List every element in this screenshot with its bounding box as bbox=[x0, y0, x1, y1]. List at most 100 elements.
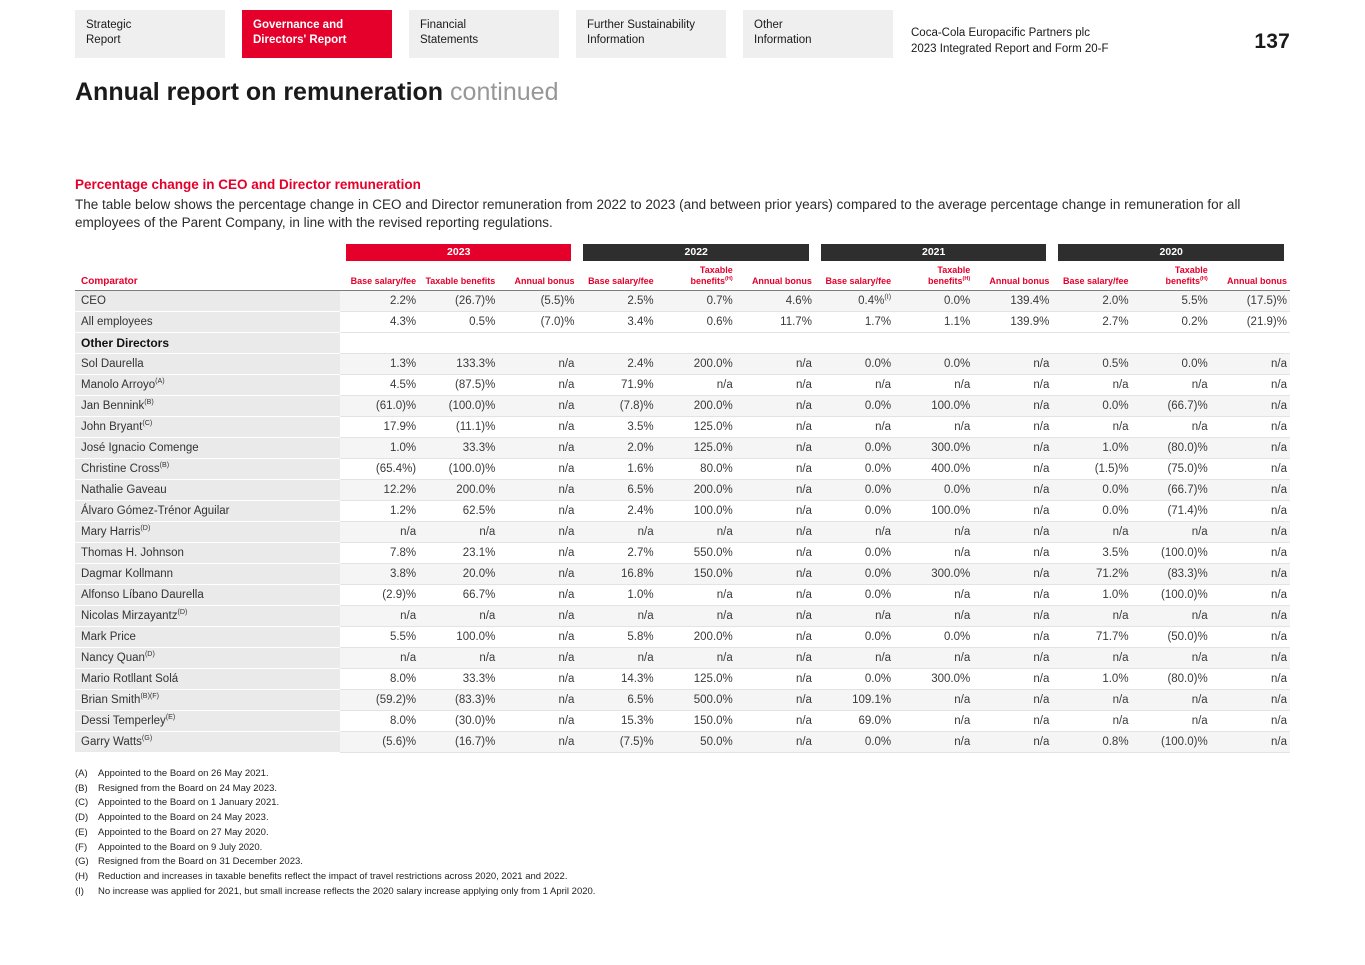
table-row: Mark Price 5.5% 100.0% n/a 5.8% 200.0% n/a 0.0%… bbox=[75, 627, 1290, 649]
cell-value: n/a bbox=[814, 522, 895, 544]
cell-value: n/a bbox=[973, 690, 1053, 712]
cell-value: n/a bbox=[656, 375, 736, 397]
cell-value: (11.1)% bbox=[419, 417, 499, 439]
tab-financial-statements[interactable]: Financial Statements bbox=[409, 10, 559, 58]
cell-value: 5.5% bbox=[1131, 291, 1211, 313]
footnote-label: (C) bbox=[75, 797, 89, 809]
table-row: Thomas H. Johnson 7.8% 23.1% n/a 2.7% 550.0% n… bbox=[75, 543, 1290, 565]
row-label: Mark Price bbox=[75, 627, 340, 649]
cell-value bbox=[340, 333, 420, 355]
cell-value: (1.5)% bbox=[1052, 459, 1132, 481]
cell-value: (7.8)% bbox=[577, 396, 657, 418]
footnote: (I) No increase was applied for 2021, but… bbox=[75, 885, 1290, 900]
cell-value: n/a bbox=[1210, 480, 1290, 502]
cell-value: 0.8% bbox=[1052, 732, 1132, 754]
cell-value: n/a bbox=[973, 711, 1053, 733]
section-intro: The table below shows the percentage cha… bbox=[75, 197, 1241, 231]
cell-value: 200.0% bbox=[656, 354, 736, 376]
cell-value: n/a bbox=[735, 627, 815, 649]
cell-value: n/a bbox=[1131, 417, 1211, 439]
cell-value: (17.5)% bbox=[1210, 291, 1290, 313]
cell-value: n/a bbox=[577, 522, 657, 544]
cell-value: n/a bbox=[894, 690, 974, 712]
cell-value: n/a bbox=[814, 417, 895, 439]
cell-value: n/a bbox=[735, 606, 815, 628]
cell-value: n/a bbox=[814, 375, 895, 397]
cell-value: n/a bbox=[735, 417, 815, 439]
cell-value: 0.0% bbox=[814, 564, 895, 586]
cell-value: 2.0% bbox=[577, 438, 657, 460]
cell-value: n/a bbox=[1052, 375, 1132, 397]
tab-strategic-report[interactable]: Strategic Report bbox=[75, 10, 225, 58]
cell-value: 11.7% bbox=[735, 312, 815, 334]
cell-value: 2.7% bbox=[1052, 312, 1132, 334]
cell-value: (26.7)% bbox=[419, 291, 499, 313]
cell-value: 550.0% bbox=[656, 543, 736, 565]
cell-value: n/a bbox=[735, 732, 815, 754]
cell-value: n/a bbox=[1210, 459, 1290, 481]
table-row: Alfonso Líbano Daurella (2.9)% 66.7% n/a 1.0… bbox=[75, 585, 1290, 607]
cell-value bbox=[656, 333, 736, 355]
cell-value bbox=[973, 333, 1053, 355]
cell-value: 1.1% bbox=[894, 312, 974, 334]
cell-value: n/a bbox=[1131, 375, 1211, 397]
cell-value: n/a bbox=[735, 711, 815, 733]
column-header: Annual bonus bbox=[973, 261, 1053, 292]
cell-value: n/a bbox=[1210, 375, 1290, 397]
cell-value: n/a bbox=[1131, 522, 1211, 544]
footnote-text: No increase was applied for 2021, but sm… bbox=[98, 885, 596, 897]
row-label: Nicolas Mirzayantz(D) bbox=[75, 606, 340, 628]
cell-value: 1.7% bbox=[814, 312, 895, 334]
cell-value: (50.0)% bbox=[1131, 627, 1211, 649]
tab-further-sustainability-information[interactable]: Further Sustainability Information bbox=[576, 10, 726, 58]
cell-value: (65.4%) bbox=[340, 459, 420, 481]
cell-value: 0.0% bbox=[814, 354, 895, 376]
cell-value: n/a bbox=[1210, 732, 1290, 754]
cell-value: n/a bbox=[419, 522, 499, 544]
cell-value: 2.2% bbox=[340, 291, 420, 313]
cell-value: 1.3% bbox=[340, 354, 420, 376]
cell-value: 0.0% bbox=[894, 480, 974, 502]
cell-value: 0.2% bbox=[1131, 312, 1211, 334]
report-brand: Coca-Cola Europacific Partners plc 2023 … bbox=[911, 10, 1254, 57]
cell-value: n/a bbox=[735, 669, 815, 691]
cell-value: n/a bbox=[1052, 648, 1132, 670]
footnote-text: Resigned from the Board on 31 December 2… bbox=[98, 856, 303, 868]
cell-value: 2.4% bbox=[577, 354, 657, 376]
cell-value: n/a bbox=[973, 354, 1053, 376]
tab-other-information[interactable]: Other Information bbox=[743, 10, 893, 58]
cell-value: n/a bbox=[498, 627, 578, 649]
cell-value: 8.0% bbox=[340, 669, 420, 691]
cell-value: 139.4% bbox=[973, 291, 1053, 313]
row-label: Nathalie Gaveau bbox=[75, 480, 340, 502]
cell-value: (16.7)% bbox=[419, 732, 499, 754]
section-tabs: Strategic Report Governance and Director… bbox=[75, 10, 893, 58]
year-header-2020: 2020 bbox=[1052, 244, 1290, 262]
tab-governance-directors-report[interactable]: Governance and Directors' Report bbox=[242, 10, 392, 58]
cell-value: 5.8% bbox=[577, 627, 657, 649]
cell-value: n/a bbox=[735, 480, 815, 502]
cell-value: n/a bbox=[498, 480, 578, 502]
cell-value: n/a bbox=[498, 438, 578, 460]
row-label: Jan Bennink(B) bbox=[75, 396, 340, 418]
footnote-text: Appointed to the Board on 1 January 2021… bbox=[98, 797, 280, 809]
table-row: Brian Smith(B)(F) (59.2)% (83.3)% n/a 6.5% 50… bbox=[75, 690, 1290, 712]
cell-value: 0.0% bbox=[1052, 396, 1132, 418]
row-label: Manolo Arroyo(A) bbox=[75, 375, 340, 397]
year-header-2022: 2022 bbox=[577, 244, 815, 262]
cell-value: (100.0)% bbox=[1131, 585, 1211, 607]
footnote: (E) Appointed to the Board on 27 May 2020… bbox=[75, 826, 1290, 841]
cell-value: (100.0)% bbox=[1131, 732, 1211, 754]
cell-value: n/a bbox=[1210, 396, 1290, 418]
cell-value: n/a bbox=[498, 459, 578, 481]
cell-value: 33.3% bbox=[419, 438, 499, 460]
cell-value bbox=[577, 333, 657, 355]
page-title: Annual report on remuneration continued bbox=[75, 78, 1290, 107]
page-title-main: Annual report on remuneration bbox=[75, 78, 444, 106]
column-header: Taxable benefits(H) bbox=[1131, 261, 1211, 292]
cell-value: 3.4% bbox=[577, 312, 657, 334]
cell-value: n/a bbox=[1210, 564, 1290, 586]
footnote-text: Appointed to the Board on 26 May 2021. bbox=[98, 768, 269, 780]
cell-value: 1.2% bbox=[340, 501, 420, 523]
cell-value: n/a bbox=[894, 417, 974, 439]
